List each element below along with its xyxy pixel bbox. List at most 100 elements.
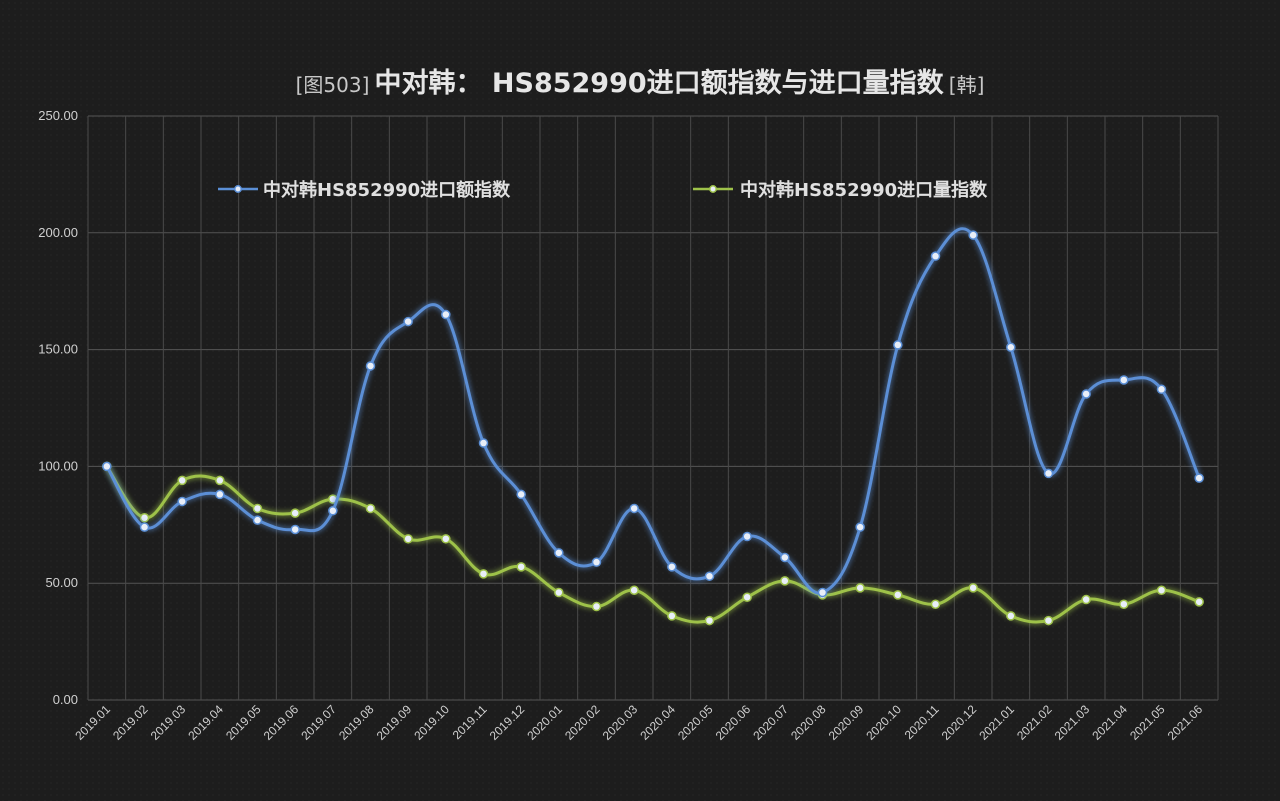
data-point[interactable] [591,557,602,567]
y-tick-label: 150.00 [38,342,78,357]
data-point[interactable] [817,587,828,598]
data-point[interactable] [403,534,413,544]
data-point[interactable] [855,522,865,532]
data-point[interactable] [1156,585,1167,595]
data-point[interactable] [1119,375,1129,385]
data-point[interactable] [139,513,150,523]
data-point[interactable] [1006,342,1016,353]
x-tick-label: 2019.10 [411,702,452,743]
x-tick-label: 2020.12 [939,702,980,743]
data-point[interactable] [704,571,715,581]
data-point[interactable] [1081,594,1091,605]
chart-title-main: 中对韩： HS852990进口额指数与进口量指数 [375,68,945,99]
legend-label-import-volume: 中对韩HS852990进口量指数 [740,179,988,201]
data-point[interactable] [1119,599,1129,609]
data-point[interactable] [290,508,300,518]
data-point[interactable] [968,230,978,240]
x-tick-label: 2020.09 [826,702,867,743]
x-tick-label: 2019.02 [110,702,151,743]
data-point[interactable] [516,562,526,572]
data-point[interactable] [441,309,451,320]
legend-swatch-marker [234,185,242,193]
x-tick-label: 2020.05 [675,702,716,743]
x-tick-label: 2019.05 [223,702,264,743]
data-point[interactable] [365,361,376,371]
data-point[interactable] [1006,611,1016,621]
x-tick-label: 2021.02 [1014,702,1055,743]
data-point[interactable] [893,590,903,600]
data-point[interactable] [742,531,752,542]
grid [87,115,1219,701]
data-point[interactable] [629,503,639,514]
data-point[interactable] [855,583,865,593]
x-tick-label: 2019.03 [148,702,189,743]
y-tick-label: 0.00 [53,692,78,707]
data-point[interactable] [102,461,112,472]
series-lines [102,227,1204,626]
data-point[interactable] [704,615,715,626]
x-tick-label: 2021.01 [976,702,1017,743]
x-tick-label: 2019.11 [450,702,490,742]
data-point[interactable] [478,569,489,579]
data-point[interactable] [742,592,752,602]
data-point[interactable] [441,534,451,544]
series-import-value [102,227,1204,598]
data-point[interactable] [1043,468,1054,479]
data-point[interactable] [667,562,677,572]
x-tick-label: 2020.02 [562,702,603,743]
legend-item-import-value[interactable]: 中对韩HS852990进口额指数 [218,179,511,201]
data-point[interactable] [1156,384,1167,395]
x-tick-label: 2021.06 [1165,702,1206,743]
x-tick-label: 2020.04 [637,702,678,743]
x-axis: 2019.012019.022019.032019.042019.052019.… [72,702,1205,743]
data-point[interactable] [554,548,564,558]
data-point[interactable] [365,503,376,514]
y-axis: 0.00 50.00 100.00 150.00 200.00 250.00 [38,108,78,707]
y-tick-label: 250.00 [38,108,78,123]
data-point[interactable] [667,611,677,621]
x-tick-label: 2021.04 [1089,702,1130,743]
legend-item-import-volume[interactable]: 中对韩HS852990进口量指数 [693,179,988,201]
data-point[interactable] [591,601,602,612]
x-tick-label: 2019.04 [185,702,226,743]
data-point[interactable] [930,251,941,261]
data-point[interactable] [290,524,300,535]
x-tick-label: 2020.08 [788,702,829,743]
data-point[interactable] [516,489,526,500]
data-point[interactable] [252,515,263,525]
x-tick-label: 2019.06 [261,702,302,743]
chart-title: [图503] 中对韩： HS852990进口额指数与进口量指数 [韩] [296,68,985,99]
data-point[interactable] [1043,615,1054,626]
data-point[interactable] [1194,473,1204,483]
data-point[interactable] [780,576,790,586]
data-point[interactable] [930,599,941,609]
data-point[interactable] [780,552,790,563]
data-point[interactable] [403,316,413,327]
data-point[interactable] [177,496,187,507]
data-point[interactable] [139,522,150,532]
x-tick-label: 2019.12 [487,702,528,743]
x-tick-label: 2020.07 [750,702,791,743]
data-point[interactable] [215,475,225,486]
data-point[interactable] [629,585,639,595]
x-tick-label: 2019.01 [72,702,113,743]
data-point[interactable] [215,489,225,500]
chart-title-prefix: [图503] [296,73,370,97]
x-tick-label: 2020.01 [524,702,565,743]
data-point[interactable] [177,475,187,486]
x-tick-label: 2020.10 [863,702,904,743]
data-point[interactable] [968,583,978,593]
data-point[interactable] [1081,389,1091,399]
data-point[interactable] [554,587,564,598]
x-tick-label: 2020.06 [713,702,754,743]
data-point[interactable] [1194,597,1204,607]
data-point[interactable] [252,503,263,514]
x-tick-label: 2021.03 [1052,702,1093,743]
data-point[interactable] [328,506,338,516]
x-tick-label: 2019.08 [336,702,377,743]
data-point[interactable] [893,340,903,350]
legend: 中对韩HS852990进口额指数 中对韩HS852990进口量指数 [218,179,988,201]
data-point[interactable] [478,438,489,448]
